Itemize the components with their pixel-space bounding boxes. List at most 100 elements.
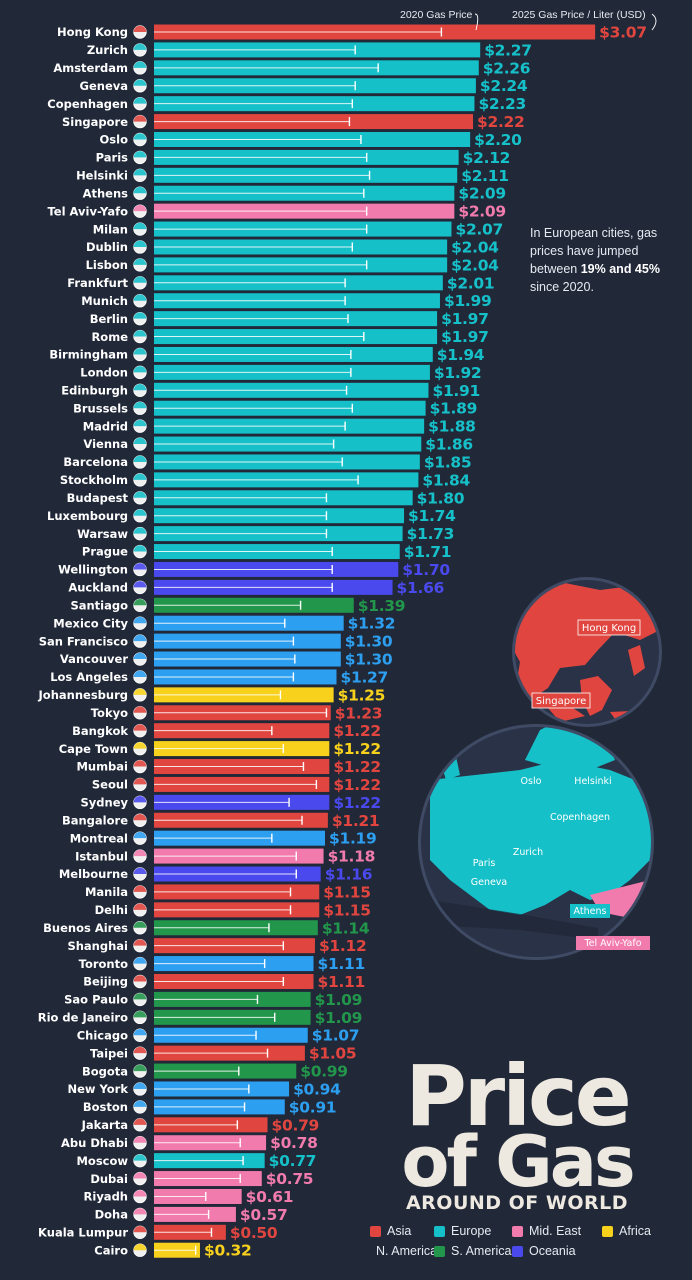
flag-icon-band	[133, 634, 147, 642]
price-value-label: $0.32	[204, 1242, 252, 1260]
flag-icon-band	[133, 706, 147, 713]
city-label: Munich	[81, 294, 128, 308]
flag-icon-band	[133, 616, 147, 624]
city-label: Wellington	[58, 563, 128, 577]
city-label: Tel Aviv-Yafo	[47, 204, 128, 218]
city-label: Birmingham	[49, 348, 128, 362]
price-value-label: $1.11	[318, 973, 366, 991]
city-label: Frankfurt	[67, 276, 128, 290]
price-value-label: $0.61	[246, 1188, 294, 1206]
city-label: Kuala Lumpur	[38, 1226, 128, 1240]
flag-icon-band	[133, 957, 147, 964]
svg-text:Tel Aviv-Yafo: Tel Aviv-Yafo	[583, 938, 641, 949]
price-value-label: $0.57	[240, 1206, 288, 1224]
city-label: Tokyo	[91, 706, 128, 720]
price-value-label: $2.11	[461, 167, 509, 185]
legend-label: Asia	[387, 1224, 412, 1238]
city-label: Copenhagen	[47, 97, 128, 111]
city-label: Bangkok	[72, 724, 128, 738]
flag-icon-band	[133, 473, 147, 480]
price-value-label: $1.22	[333, 740, 381, 758]
flag-icon-band	[133, 366, 147, 373]
flag-icon-band	[133, 437, 147, 445]
legend-label: N. America	[376, 1244, 438, 1258]
city-label: Johannesburg	[38, 688, 128, 702]
city-label: London	[80, 366, 128, 380]
price-value-label: $1.25	[338, 686, 386, 704]
flag-icon-band	[133, 455, 147, 462]
city-label: Montreal	[70, 831, 128, 845]
price-value-label: $1.14	[322, 919, 370, 937]
legend-item-s-america: S. America	[434, 1244, 512, 1258]
city-label: Boston	[83, 1100, 128, 1114]
legend-swatch	[602, 1225, 613, 1237]
city-label: Athens	[83, 186, 129, 200]
svg-text:Zurich: Zurich	[513, 847, 543, 858]
label-2025-pointer	[651, 13, 657, 31]
flag-icon-band	[133, 25, 147, 32]
price-value-label: $1.97	[441, 328, 489, 346]
flag-icon-band	[133, 1208, 147, 1215]
flag-icon-band	[133, 1011, 147, 1018]
flag-icon-band	[133, 43, 147, 50]
price-value-label: $1.88	[428, 418, 476, 436]
city-label: Doha	[95, 1208, 128, 1222]
flag-icon-band	[133, 491, 147, 498]
city-label: Singapore	[62, 115, 128, 129]
flag-icon-band	[133, 849, 147, 857]
city-label: Rome	[91, 330, 128, 344]
flag-icon-band	[133, 1064, 147, 1072]
flag-icon-band	[133, 688, 147, 695]
flag-icon-band	[133, 97, 147, 104]
price-value-label: $1.86	[425, 436, 473, 454]
city-label: Santiago	[70, 598, 128, 612]
price-value-label: $1.84	[422, 471, 470, 489]
price-value-label: $1.30	[345, 633, 393, 651]
legend-label: S. America	[451, 1244, 512, 1258]
city-label: Budapest	[67, 491, 129, 505]
note-text-after: since 2020.	[530, 280, 594, 294]
svg-text:Hong Kong: Hong Kong	[582, 623, 636, 634]
legend-item-africa: Africa	[602, 1224, 674, 1238]
city-label: Shanghai	[67, 939, 128, 953]
flag-icon-band	[133, 186, 147, 194]
price-value-label: $0.50	[230, 1224, 278, 1242]
city-label: Seoul	[92, 778, 128, 792]
city-label: Riyadh	[84, 1190, 128, 1204]
price-value-label: $1.22	[333, 722, 381, 740]
price-value-label: $2.01	[447, 274, 495, 292]
city-label: Hong Kong	[57, 25, 128, 39]
price-value-label: $2.09	[458, 203, 506, 221]
price-value-label: $1.99	[444, 292, 492, 310]
legend-swatch	[434, 1245, 445, 1257]
city-label: Berlin	[90, 312, 128, 326]
note-text-before: In European cities, gas prices have jump…	[530, 226, 658, 276]
flag-icon-band	[133, 796, 147, 803]
flag-icon-band	[133, 831, 147, 839]
city-label: Jakarta	[81, 1118, 128, 1132]
europe-note: In European cities, gas prices have jump…	[530, 224, 680, 296]
title-line-2: of Gas	[401, 1121, 635, 1203]
price-value-label: $1.70	[402, 561, 450, 579]
price-value-label: $1.23	[335, 704, 383, 722]
flag-icon-band	[133, 312, 147, 319]
price-value-label: $1.27	[340, 668, 388, 686]
legend-item-oceania: Oceania	[512, 1244, 602, 1258]
city-label: Bangalore	[62, 813, 128, 827]
flag-icon-band	[133, 79, 147, 86]
flag-icon-band	[133, 581, 147, 588]
oslo-map-label: Oslo	[516, 774, 546, 788]
svg-text:Oslo: Oslo	[521, 776, 542, 787]
flag-icon-band	[133, 258, 147, 265]
flag-icon-band	[133, 1154, 147, 1161]
flag-icon-band	[133, 240, 147, 247]
price-value-label: $1.15	[323, 901, 371, 919]
flag-icon-band	[133, 598, 147, 606]
flag-icon-band	[133, 509, 147, 516]
region-legend: Asia Europe Mid. East Africa N. America …	[370, 1224, 680, 1258]
price-value-label: $1.22	[333, 758, 381, 776]
price-value-label: $2.04	[451, 256, 499, 274]
price-value-label: $0.94	[293, 1080, 341, 1098]
price-value-label: $0.91	[289, 1098, 337, 1116]
city-label: Vienna	[83, 437, 128, 451]
